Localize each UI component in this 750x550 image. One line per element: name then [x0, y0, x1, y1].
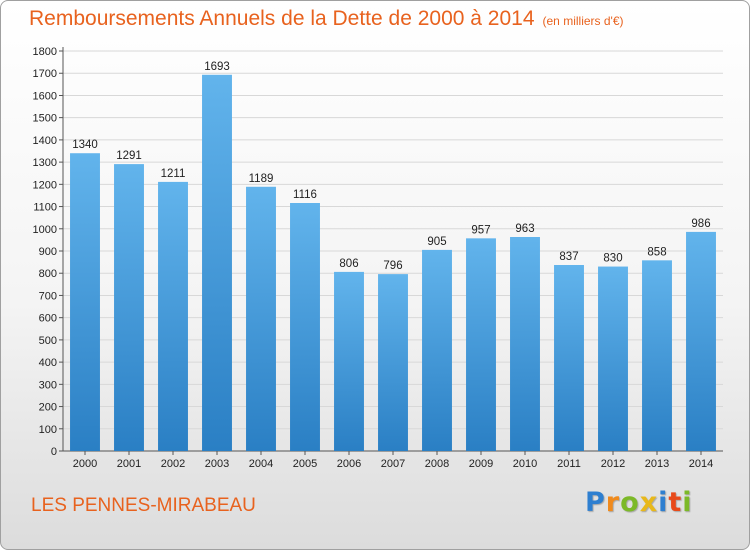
logo-letter-5: t: [668, 487, 683, 518]
logo-letter-6: i: [682, 487, 693, 518]
logo-letter-0: P: [585, 487, 606, 518]
x-tick-label-2010: 2010: [513, 458, 537, 470]
bar-2003: [202, 74, 232, 452]
bar-2013: [642, 260, 672, 451]
commune-name: LES PENNES-MIRABEAU: [31, 495, 256, 516]
bar-2012: [598, 266, 628, 451]
bar-2001: [114, 164, 144, 451]
x-tick-label-2002: 2002: [161, 458, 185, 470]
bar-2010: [510, 237, 540, 451]
data-label-2005: 1116: [293, 189, 317, 201]
x-tick-label-2009: 2009: [469, 458, 493, 470]
logo-letter-2: o: [620, 487, 640, 518]
y-tick-label-400: 400: [39, 357, 57, 369]
x-tick-label-2007: 2007: [381, 458, 405, 470]
y-tick-label-200: 200: [39, 402, 57, 414]
labels: 0 100 200 300 400 500 600 700 800 900 1000 1100 1200…: [33, 46, 714, 470]
data-label-2003: 1693: [204, 61, 230, 73]
data-label-2014: 986: [691, 218, 710, 230]
x-tick-label-2004: 2004: [249, 458, 273, 470]
y-tick-label-1100: 1100: [33, 202, 57, 214]
y-tick-label-1600: 1600: [33, 90, 57, 102]
chart-title: Remboursements Annuels de la Dette de 20…: [29, 7, 624, 31]
bars: [70, 74, 716, 452]
y-tick-label-1800: 1800: [33, 46, 57, 58]
logo-letter-3: x: [639, 487, 659, 518]
y-tick-label-900: 900: [39, 246, 57, 258]
bar-2011: [554, 265, 584, 451]
data-label-2004: 1189: [249, 173, 274, 185]
bar-2002: [158, 181, 188, 451]
y-tick-label-300: 300: [39, 379, 57, 391]
y-tick-label-1700: 1700: [33, 68, 57, 80]
bar-2007: [378, 274, 408, 451]
x-tick-label-2012: 2012: [601, 458, 625, 470]
y-tick-label-600: 600: [39, 313, 57, 325]
logo-letter-1: r: [605, 487, 621, 518]
y-tick-label-1200: 1200: [33, 179, 57, 191]
y-tick-label-700: 700: [39, 290, 57, 302]
x-tick-label-2008: 2008: [425, 458, 449, 470]
bar-2004: [246, 186, 276, 451]
x-tick-label-2006: 2006: [337, 458, 361, 470]
bar-2006: [334, 271, 364, 451]
y-tick-label-1300: 1300: [33, 157, 57, 169]
data-label-2007: 796: [383, 260, 402, 272]
x-tick-label-2011: 2011: [557, 458, 581, 470]
chart-title-text: Remboursements Annuels de la Dette de 20…: [29, 7, 535, 30]
bar-2014: [686, 231, 716, 451]
data-label-2011: 837: [559, 251, 578, 263]
bar-2005: [290, 203, 320, 451]
logo-letter-4: i: [658, 487, 669, 518]
x-tick-label-2000: 2000: [73, 458, 97, 470]
x-tick-label-2013: 2013: [645, 458, 669, 470]
y-tick-label-0: 0: [51, 446, 57, 458]
data-label-2013: 858: [647, 246, 666, 258]
data-label-2012: 830: [603, 253, 622, 265]
x-tick-label-2005: 2005: [293, 458, 317, 470]
data-label-2009: 957: [471, 224, 490, 236]
bar-2009: [466, 238, 496, 451]
y-tick-label-1000: 1000: [33, 224, 57, 236]
bar-2000: [70, 153, 100, 451]
data-label-2006: 806: [339, 258, 358, 270]
y-tick-label-1500: 1500: [33, 113, 57, 125]
data-label-2008: 905: [427, 236, 446, 248]
data-label-2001: 1291: [116, 150, 142, 162]
chart-unit-note: (en milliers d'€): [542, 14, 624, 28]
data-label-2010: 963: [515, 223, 534, 235]
x-tick-label-2001: 2001: [117, 458, 141, 470]
y-tick-label-500: 500: [39, 335, 57, 347]
y-tick-label-100: 100: [39, 424, 57, 436]
x-tick-label-2014: 2014: [689, 458, 713, 470]
bar-2008: [422, 249, 452, 451]
proxiti-logo: Proxiti: [585, 487, 693, 518]
data-label-2000: 1340: [72, 139, 98, 151]
y-tick-label-800: 800: [39, 268, 57, 280]
data-label-2002: 1211: [161, 168, 186, 180]
x-tick-label-2003: 2003: [205, 458, 229, 470]
y-tick-label-1400: 1400: [33, 135, 57, 147]
